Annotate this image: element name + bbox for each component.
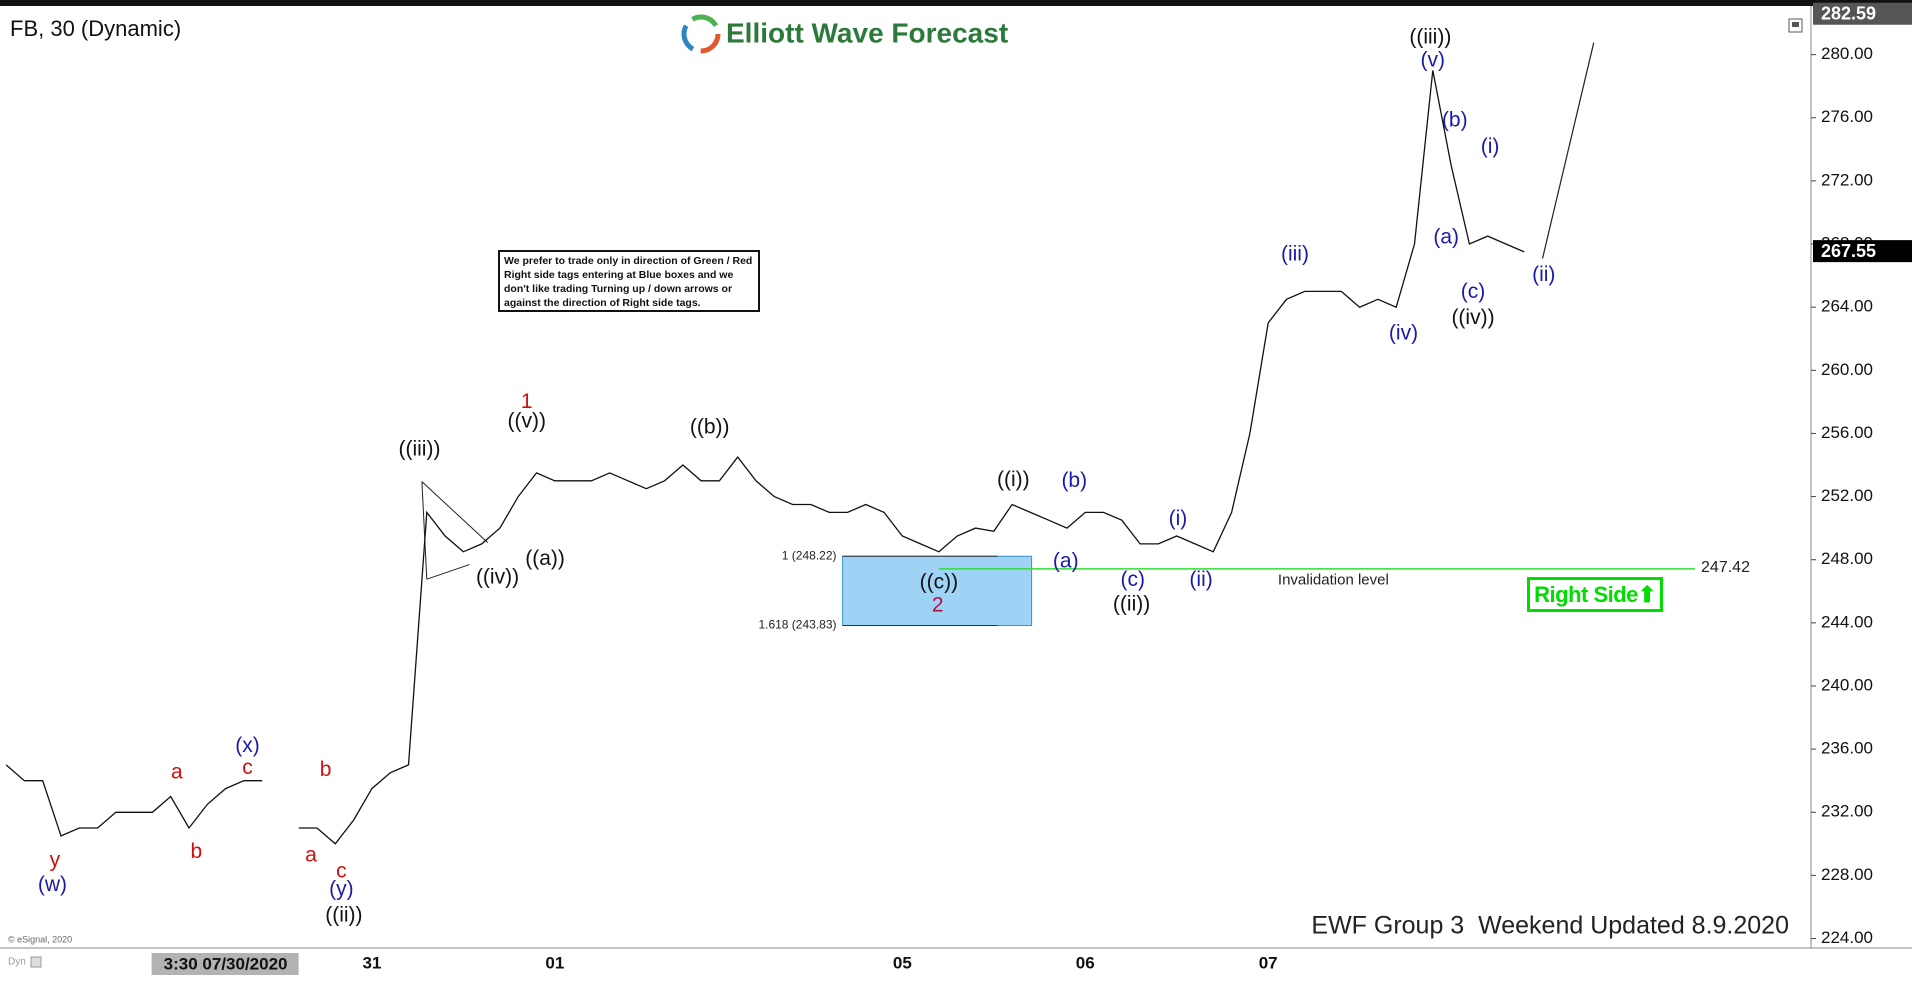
logo-ring	[681, 14, 721, 54]
wave-label: ((v))	[508, 409, 546, 432]
wave-label: 1	[521, 390, 533, 413]
x-tick-label: 05	[893, 953, 912, 972]
chart-title: FB, 30 (Dynamic)	[10, 16, 181, 41]
y-tick-label: 272.00	[1821, 170, 1873, 189]
x-tick-label: 01	[545, 953, 564, 972]
footer: EWF Group 3 Weekend Updated 8.9.2020	[1311, 912, 1789, 940]
y-tick-label: 240.00	[1821, 675, 1873, 694]
wave-label: (i)	[1481, 135, 1500, 158]
wave-label: (ii)	[1189, 568, 1212, 591]
x-tick-label: 31	[362, 953, 381, 972]
y-tick-label: 248.00	[1821, 549, 1873, 568]
y-tick-label: 228.00	[1821, 865, 1873, 884]
wave-label: 2	[932, 594, 944, 617]
right-side-arrow: ⬆	[1637, 581, 1656, 607]
high-tag: 282.59	[1821, 3, 1876, 23]
wave-label: (iv)	[1389, 322, 1418, 345]
logo-ring	[681, 14, 721, 54]
wave-label: ((c))	[920, 570, 958, 593]
y-tick-label: 260.00	[1821, 360, 1873, 379]
wave-label: a	[305, 844, 317, 867]
wave-label: (iii)	[1281, 242, 1309, 265]
wave-label: (x)	[235, 734, 260, 757]
y-tick-label: 252.00	[1821, 486, 1873, 505]
wave-label: ((a))	[525, 547, 565, 570]
y-tick-label: 232.00	[1821, 802, 1873, 821]
wave-label: ((iv))	[476, 566, 519, 589]
wave-label: b	[190, 840, 202, 863]
mode-icon	[30, 956, 42, 968]
wave-label: b	[320, 758, 332, 781]
wave-label: (b)	[1442, 108, 1468, 131]
window-icon-inner	[1792, 22, 1799, 27]
y-tick-label: 276.00	[1821, 107, 1873, 126]
wave-label: c	[242, 756, 253, 779]
right-side-text: Right Side	[1534, 581, 1638, 607]
last-price-tag: 267.55	[1821, 241, 1876, 261]
copyright: © eSignal, 2020	[8, 934, 72, 944]
wave-label: (ii)	[1532, 263, 1555, 286]
triangle-line	[421, 481, 428, 580]
wave-label: a	[171, 761, 183, 784]
right-side-tag: Right Side ⬆	[1527, 577, 1663, 612]
wave-label: (a)	[1433, 225, 1459, 248]
wave-label: ((ii))	[1113, 592, 1150, 615]
last-price-tag-box	[1813, 240, 1912, 263]
triangle-line	[421, 481, 489, 543]
cursor-time-box	[151, 953, 299, 975]
top-border	[0, 0, 1912, 6]
wave-label: (y)	[329, 878, 354, 901]
x-tick-label: 06	[1076, 953, 1095, 972]
projection-line	[1541, 42, 1595, 259]
cursor-time: 3:30 07/30/2020	[164, 954, 288, 973]
wave-label: ((i))	[997, 468, 1030, 491]
wave-label: (b)	[1061, 469, 1087, 492]
y-tick-label: 264.00	[1821, 297, 1873, 316]
invalidation-value: 247.42	[1701, 559, 1750, 576]
wave-label: y	[50, 848, 61, 871]
wave-label: ((ii))	[325, 903, 362, 926]
y-tick-label: 280.00	[1821, 44, 1873, 63]
wave-label: (v)	[1421, 49, 1446, 72]
wave-label: (c)	[1121, 568, 1146, 591]
y-tick-label: 244.00	[1821, 612, 1873, 631]
wave-label: (c)	[1461, 280, 1486, 303]
mode-label: Dyn	[8, 957, 26, 968]
y-tick-label: 256.00	[1821, 423, 1873, 442]
y-tick-label: 224.00	[1821, 928, 1873, 947]
high-tag-box	[1813, 2, 1912, 25]
fib-label: 1 (248.22)	[782, 548, 837, 562]
wave-label: ((iv))	[1451, 306, 1494, 329]
note: We prefer to trade only in direction of …	[498, 250, 760, 312]
logo-ring	[681, 14, 721, 54]
wave-label: (i)	[1169, 507, 1188, 530]
wave-label: (w)	[38, 873, 67, 896]
wave-label: c	[336, 859, 347, 882]
wave-label: ((iii))	[1409, 25, 1451, 48]
x-tick-label: 07	[1259, 953, 1278, 972]
logo: Elliott Wave Forecast	[681, 14, 1008, 54]
price-line	[5, 70, 1525, 845]
wave-label: ((b))	[690, 416, 730, 439]
fib-label: 1.618 (243.83)	[758, 618, 836, 632]
wave-label: (a)	[1053, 550, 1079, 573]
brand: Elliott Wave Forecast	[726, 17, 1008, 48]
invalidation-label: Invalidation level	[1278, 571, 1389, 588]
y-tick-label: 236.00	[1821, 739, 1873, 758]
wave-label: ((iii))	[398, 438, 440, 461]
triangle-line	[426, 564, 470, 580]
